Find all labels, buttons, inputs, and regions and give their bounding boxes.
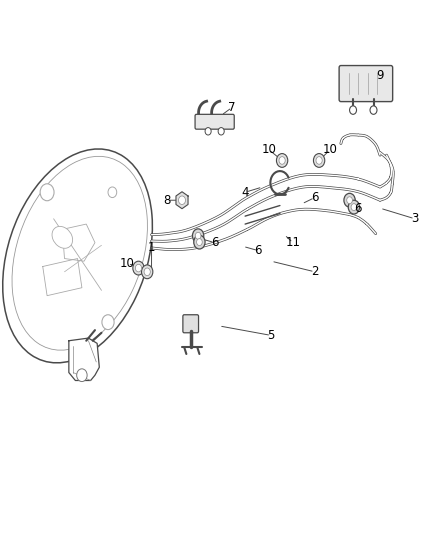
Circle shape [279,157,285,164]
Text: 6: 6 [354,201,362,215]
Ellipse shape [3,149,152,363]
Text: 2: 2 [311,265,318,278]
Text: 1: 1 [148,241,155,254]
Circle shape [348,200,360,214]
Circle shape [205,127,211,135]
Polygon shape [62,224,95,261]
Circle shape [350,106,357,114]
Circle shape [179,196,185,205]
Text: 10: 10 [322,143,337,156]
Circle shape [276,154,288,167]
Circle shape [351,204,357,211]
FancyBboxPatch shape [339,66,392,102]
Circle shape [192,229,204,243]
Text: 10: 10 [261,143,276,156]
Circle shape [108,187,117,198]
Text: 10: 10 [120,257,135,270]
Circle shape [370,106,377,114]
Text: 6: 6 [254,244,262,257]
Polygon shape [69,338,99,381]
Circle shape [40,184,54,201]
Text: 11: 11 [286,236,300,249]
Ellipse shape [52,227,73,248]
Circle shape [195,232,201,239]
Text: 9: 9 [376,69,384,82]
Circle shape [141,265,153,279]
Text: 6: 6 [211,236,219,249]
Polygon shape [43,259,82,296]
Circle shape [194,235,205,249]
Circle shape [344,193,355,207]
Circle shape [144,268,150,276]
Text: 7: 7 [228,101,236,114]
Text: 3: 3 [411,212,419,225]
Circle shape [316,157,322,164]
Polygon shape [176,192,188,209]
Circle shape [218,127,224,135]
Circle shape [135,264,141,272]
Circle shape [314,154,325,167]
FancyBboxPatch shape [195,114,234,129]
Text: 5: 5 [268,329,275,342]
Text: 4: 4 [241,186,249,199]
Circle shape [133,261,144,275]
Text: 8: 8 [163,193,170,207]
Circle shape [347,197,353,204]
Circle shape [102,315,114,329]
Ellipse shape [12,156,148,350]
Circle shape [77,369,87,382]
Text: 6: 6 [311,191,318,204]
Circle shape [197,239,202,246]
FancyBboxPatch shape [183,315,198,333]
